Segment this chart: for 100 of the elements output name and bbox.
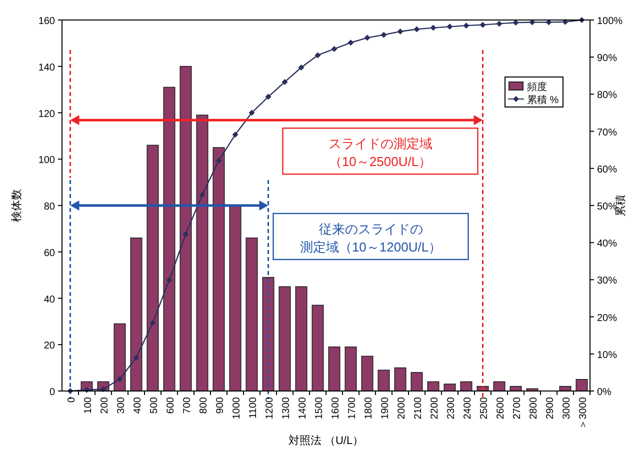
- annotation: 測定域（10～1200U/L）: [300, 240, 442, 254]
- bar: [460, 381, 472, 392]
- point: [430, 24, 436, 31]
- bar: [410, 372, 423, 392]
- y-tick-label: 140: [38, 62, 56, 74]
- bar: [361, 356, 374, 392]
- point: [314, 52, 321, 58]
- point: [182, 231, 189, 238]
- x-tick-label: 400: [132, 396, 144, 414]
- point: [348, 40, 354, 46]
- point: [380, 32, 387, 38]
- bar: [427, 381, 440, 392]
- point: [397, 28, 404, 34]
- bar: [493, 381, 506, 392]
- x-tick-label: 2900: [544, 396, 556, 420]
- x-tick-label: 200: [99, 396, 110, 414]
- y2-tick-label: 20%: [597, 312, 618, 324]
- point: [116, 376, 123, 382]
- point: [496, 20, 502, 27]
- x-tick-label: 2700: [512, 396, 523, 420]
- y-tick-label: 80: [44, 202, 56, 212]
- y2-tick-label: 0%: [597, 387, 612, 398]
- x-tick-label: 1200: [264, 396, 276, 420]
- x-tick-label: 900: [214, 396, 226, 414]
- x-tick-label: 0: [66, 396, 78, 403]
- x-tick-label: 600: [165, 396, 176, 414]
- y2-tick-label: 60%: [597, 164, 618, 176]
- bar: [295, 286, 308, 392]
- bar: [130, 238, 142, 392]
- point: [265, 94, 272, 100]
- x-tick-label: 2100: [412, 396, 424, 420]
- x-tick-label: 2800: [528, 396, 540, 420]
- x-tick-label: ＞3000: [578, 396, 589, 430]
- point: [414, 26, 420, 32]
- y-tick-label: 20: [44, 340, 56, 352]
- x-tick-label: 1900: [380, 396, 391, 420]
- bar: [394, 367, 406, 392]
- bar: [262, 276, 274, 392]
- bar: [146, 144, 159, 392]
- y-tick-label: 120: [38, 108, 56, 120]
- bar: [278, 286, 291, 392]
- point: [216, 158, 222, 164]
- y-tick-label: 60: [44, 248, 56, 259]
- annotation: （10～2500U/L）: [328, 154, 432, 170]
- point: [446, 24, 453, 30]
- point: [232, 132, 238, 138]
- x-tick-label: 100: [82, 396, 94, 414]
- x-tick-label: 500: [148, 396, 160, 414]
- x-tick-label: 2200: [429, 396, 440, 420]
- y-tick-label: 40: [44, 294, 56, 306]
- y-tick-label: 160: [38, 16, 56, 27]
- point: [331, 46, 338, 52]
- point: [133, 354, 140, 361]
- y-axis-title: 検体数: [11, 189, 23, 222]
- x-tick-label: 2000: [396, 396, 408, 420]
- x-axis-title: 対照法 （U/L）: [288, 434, 364, 447]
- point: [150, 320, 156, 326]
- y-tick-label: 0: [49, 387, 56, 398]
- x-tick-label: 1800: [363, 396, 374, 420]
- y2-tick-label: 30%: [597, 276, 618, 287]
- bar: [114, 323, 126, 392]
- x-tick-label: 800: [198, 396, 210, 414]
- y2-tick-label: 70%: [597, 127, 618, 138]
- legend-label: 累積 %: [527, 94, 559, 106]
- x-tick-label: 2300: [446, 396, 457, 420]
- legend-label: 頻度: [527, 81, 547, 93]
- x-tick-label: 1500: [314, 396, 325, 420]
- bar: [312, 304, 324, 392]
- bar: [378, 370, 390, 392]
- y-tick-label: 100: [38, 155, 56, 166]
- bar: [576, 379, 588, 392]
- point: [463, 22, 470, 29]
- bar: [212, 147, 225, 392]
- x-tick-label: 2500: [478, 396, 490, 420]
- bar: [444, 384, 456, 392]
- x-tick-label: 3000: [561, 396, 572, 420]
- y2-tick-label: 40%: [597, 238, 618, 250]
- point: [166, 277, 172, 284]
- point: [364, 34, 370, 41]
- bar: [196, 114, 208, 392]
- x-tick-label: 2400: [462, 396, 474, 420]
- x-tick-label: 700: [182, 396, 193, 414]
- annotation: スライドの測定域: [328, 136, 432, 152]
- point: [298, 64, 304, 70]
- y2-tick-label: 10%: [597, 350, 618, 361]
- x-tick-label: 2600: [495, 396, 506, 420]
- bar: [229, 205, 242, 392]
- bar: [328, 346, 340, 392]
- y2-tick-label: 100%: [597, 16, 623, 27]
- bar: [180, 66, 192, 392]
- y2-axis-title: 累積: [615, 194, 627, 216]
- x-tick-label: 1000: [231, 396, 242, 420]
- x-tick-label: 300: [116, 396, 127, 414]
- x-tick-label: 1700: [346, 396, 358, 420]
- point: [480, 22, 486, 28]
- point: [248, 110, 255, 116]
- x-tick-label: 1300: [280, 396, 292, 420]
- y2-tick-label: 90%: [597, 53, 618, 64]
- bar: [163, 86, 176, 392]
- point: [199, 192, 206, 198]
